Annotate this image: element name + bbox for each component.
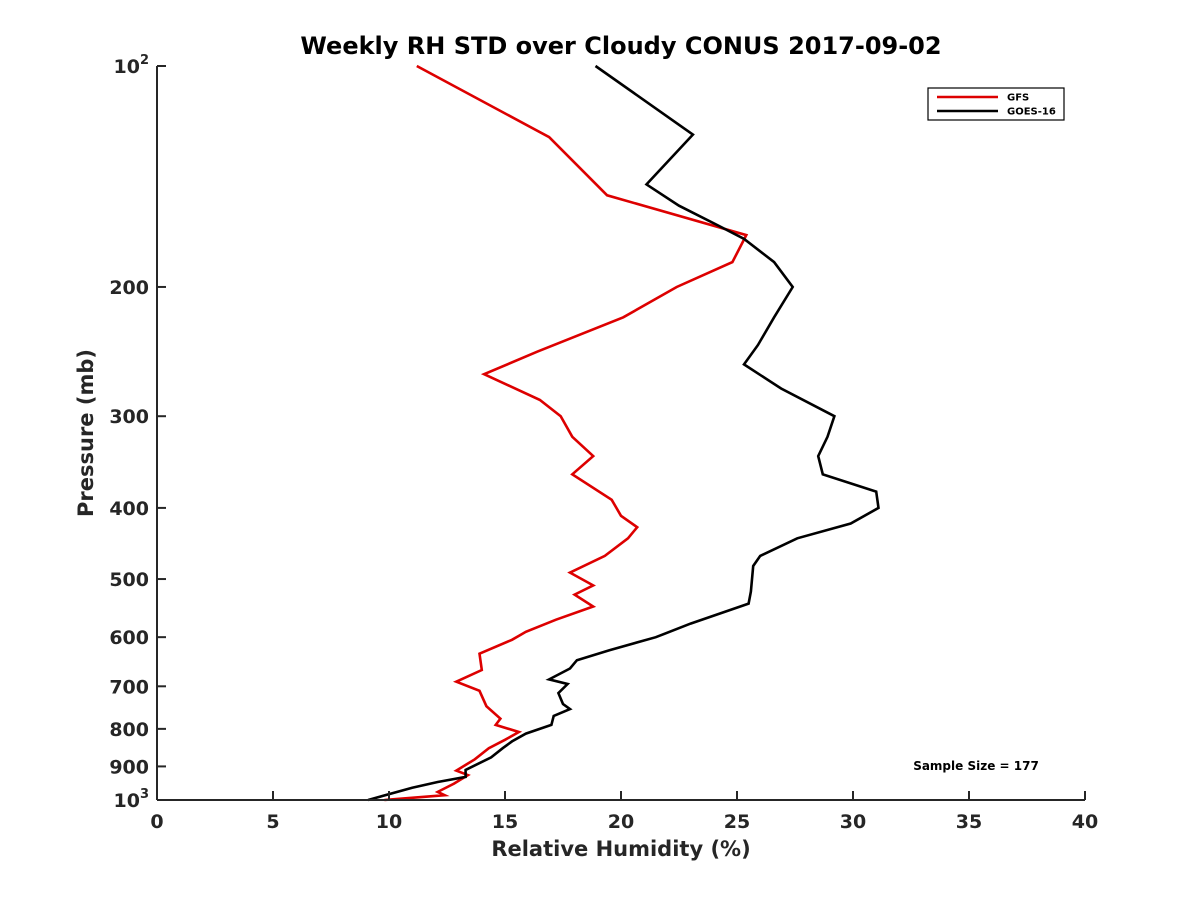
x-tick-label: 25 [724, 811, 750, 833]
y-tick-label: 900 [109, 756, 149, 778]
x-tick-label: 35 [956, 811, 982, 833]
series-layer [367, 64, 880, 802]
y-tick-label: 800 [109, 719, 149, 741]
y-tick-label: 500 [109, 569, 149, 591]
legend-box [927, 87, 1065, 121]
y-tick-label: 600 [109, 627, 149, 649]
x-tick-label: 10 [376, 811, 402, 833]
x-tick-label: 15 [492, 811, 518, 833]
chart-title: Weekly RH STD over Cloudy CONUS 2017-09-… [300, 32, 941, 60]
legend-label-goes-16: GOES-16 [1007, 107, 1056, 118]
series-line-gfs [384, 64, 749, 802]
y-tick-label: 300 [109, 406, 149, 428]
y-tick-label: 700 [109, 676, 149, 698]
x-tick-label: 30 [840, 811, 866, 833]
series-line-goes-16 [367, 64, 880, 802]
legend: GFS GOES-16 [927, 87, 1065, 121]
x-tick-label: 40 [1072, 811, 1098, 833]
y-tick-label: 400 [109, 498, 149, 520]
y-ticks: 102 200 300 400 500 600 700 800 900 103 [109, 53, 166, 812]
y-axis-label: Pressure (mb) [74, 349, 98, 517]
sample-size-annotation: Sample Size = 177 [913, 759, 1039, 773]
x-ticks: 0 5 10 15 20 25 30 35 40 [150, 791, 1098, 833]
x-tick-label: 5 [266, 811, 279, 833]
x-tick-label: 0 [150, 811, 163, 833]
legend-label-gfs: GFS [1007, 93, 1029, 104]
y-tick-label: 103 [114, 787, 150, 812]
x-axis-label: Relative Humidity (%) [491, 837, 750, 861]
x-tick-label: 20 [608, 811, 634, 833]
y-tick-label: 200 [109, 277, 149, 299]
y-tick-label: 102 [114, 53, 150, 78]
